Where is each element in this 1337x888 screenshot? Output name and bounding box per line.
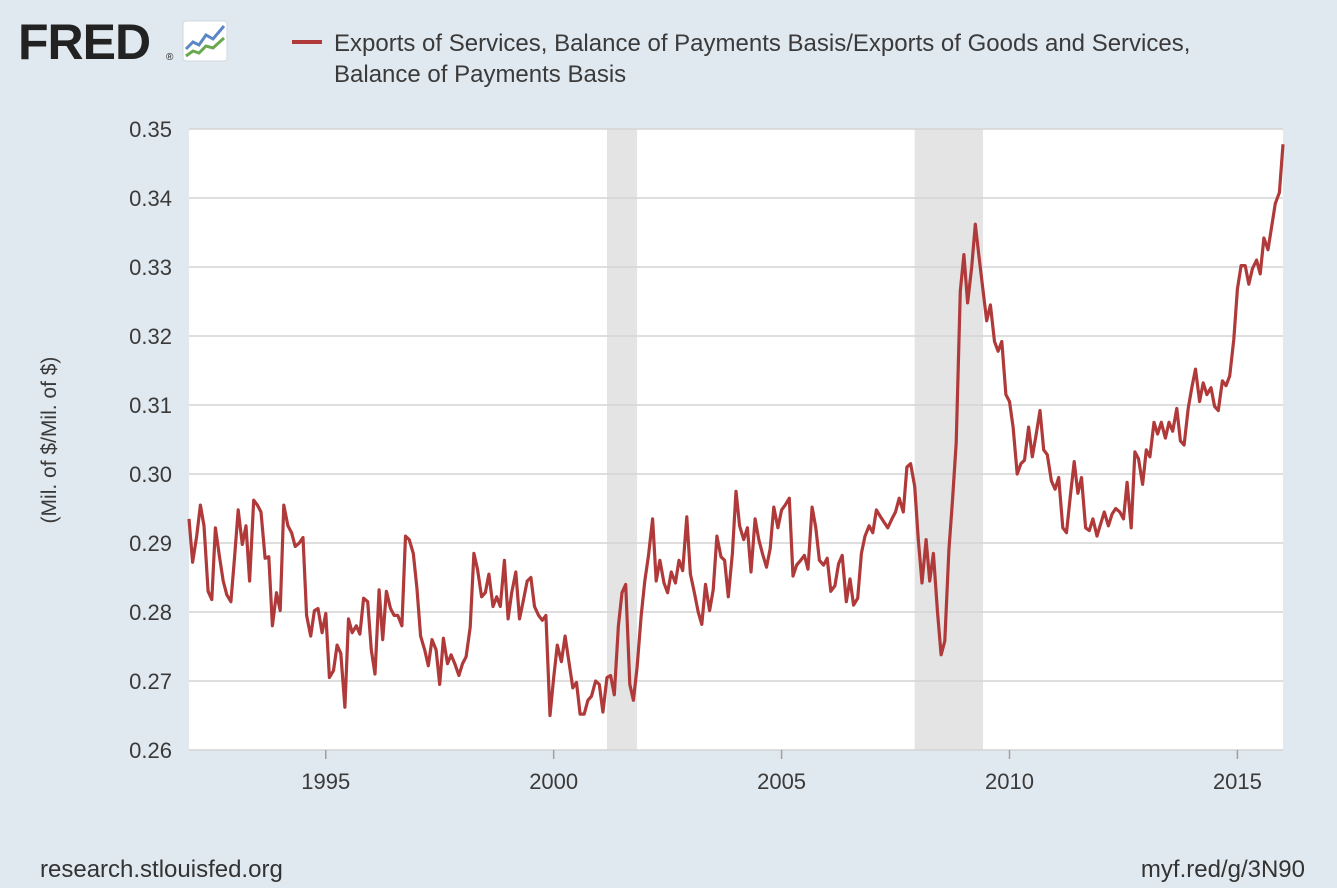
y-tick-label: 0.34 <box>129 186 172 211</box>
footer-short-link[interactable]: myf.red/g/3N90 <box>1141 856 1305 883</box>
y-tick-label: 0.29 <box>129 531 172 556</box>
x-tick-label: 2000 <box>529 769 578 794</box>
y-tick-label: 0.33 <box>129 255 172 280</box>
legend-label-line2: Balance of Payments Basis <box>334 61 626 88</box>
legend: Exports of Services, Balance of Payments… <box>292 30 1190 88</box>
x-tick-label: 2005 <box>757 769 806 794</box>
fred-logo[interactable]: FRED ® <box>18 14 228 70</box>
y-tick-label: 0.35 <box>129 117 172 142</box>
recession-band-2 <box>914 129 984 750</box>
gridlines <box>189 128 1283 751</box>
recession-band-1 <box>606 129 638 750</box>
y-tick-label: 0.31 <box>129 393 172 418</box>
y-tick-label: 0.28 <box>129 600 172 625</box>
fred-logo-text: FRED <box>18 14 150 70</box>
footer-source-link[interactable]: research.stlouisfed.org <box>40 856 283 883</box>
x-tick-label: 1995 <box>301 769 350 794</box>
plot-area <box>189 129 1283 750</box>
recession-bands <box>606 129 984 750</box>
y-tick-label: 0.30 <box>129 462 172 487</box>
y-axis-ticks: 0.26 0.27 0.28 0.29 0.30 0.31 0.32 0.33 0.34 0.35 <box>129 117 172 763</box>
series-line <box>187 144 1285 718</box>
y-tick-label: 0.27 <box>129 669 172 694</box>
x-tick-label: 2010 <box>985 769 1034 794</box>
y-tick-label: 0.26 <box>129 738 172 763</box>
fred-graph-icon <box>182 20 228 62</box>
registered-mark: ® <box>166 52 174 63</box>
y-axis-label: (Mil. of $/Mil. of $) <box>38 357 61 524</box>
legend-label-line1: Exports of Services, Balance of Payments… <box>334 30 1190 57</box>
y-tick-label: 0.32 <box>129 324 172 349</box>
x-axis-ticks: 1995 2000 2005 2010 2015 <box>301 750 1262 794</box>
x-tick-label: 2015 <box>1213 769 1262 794</box>
